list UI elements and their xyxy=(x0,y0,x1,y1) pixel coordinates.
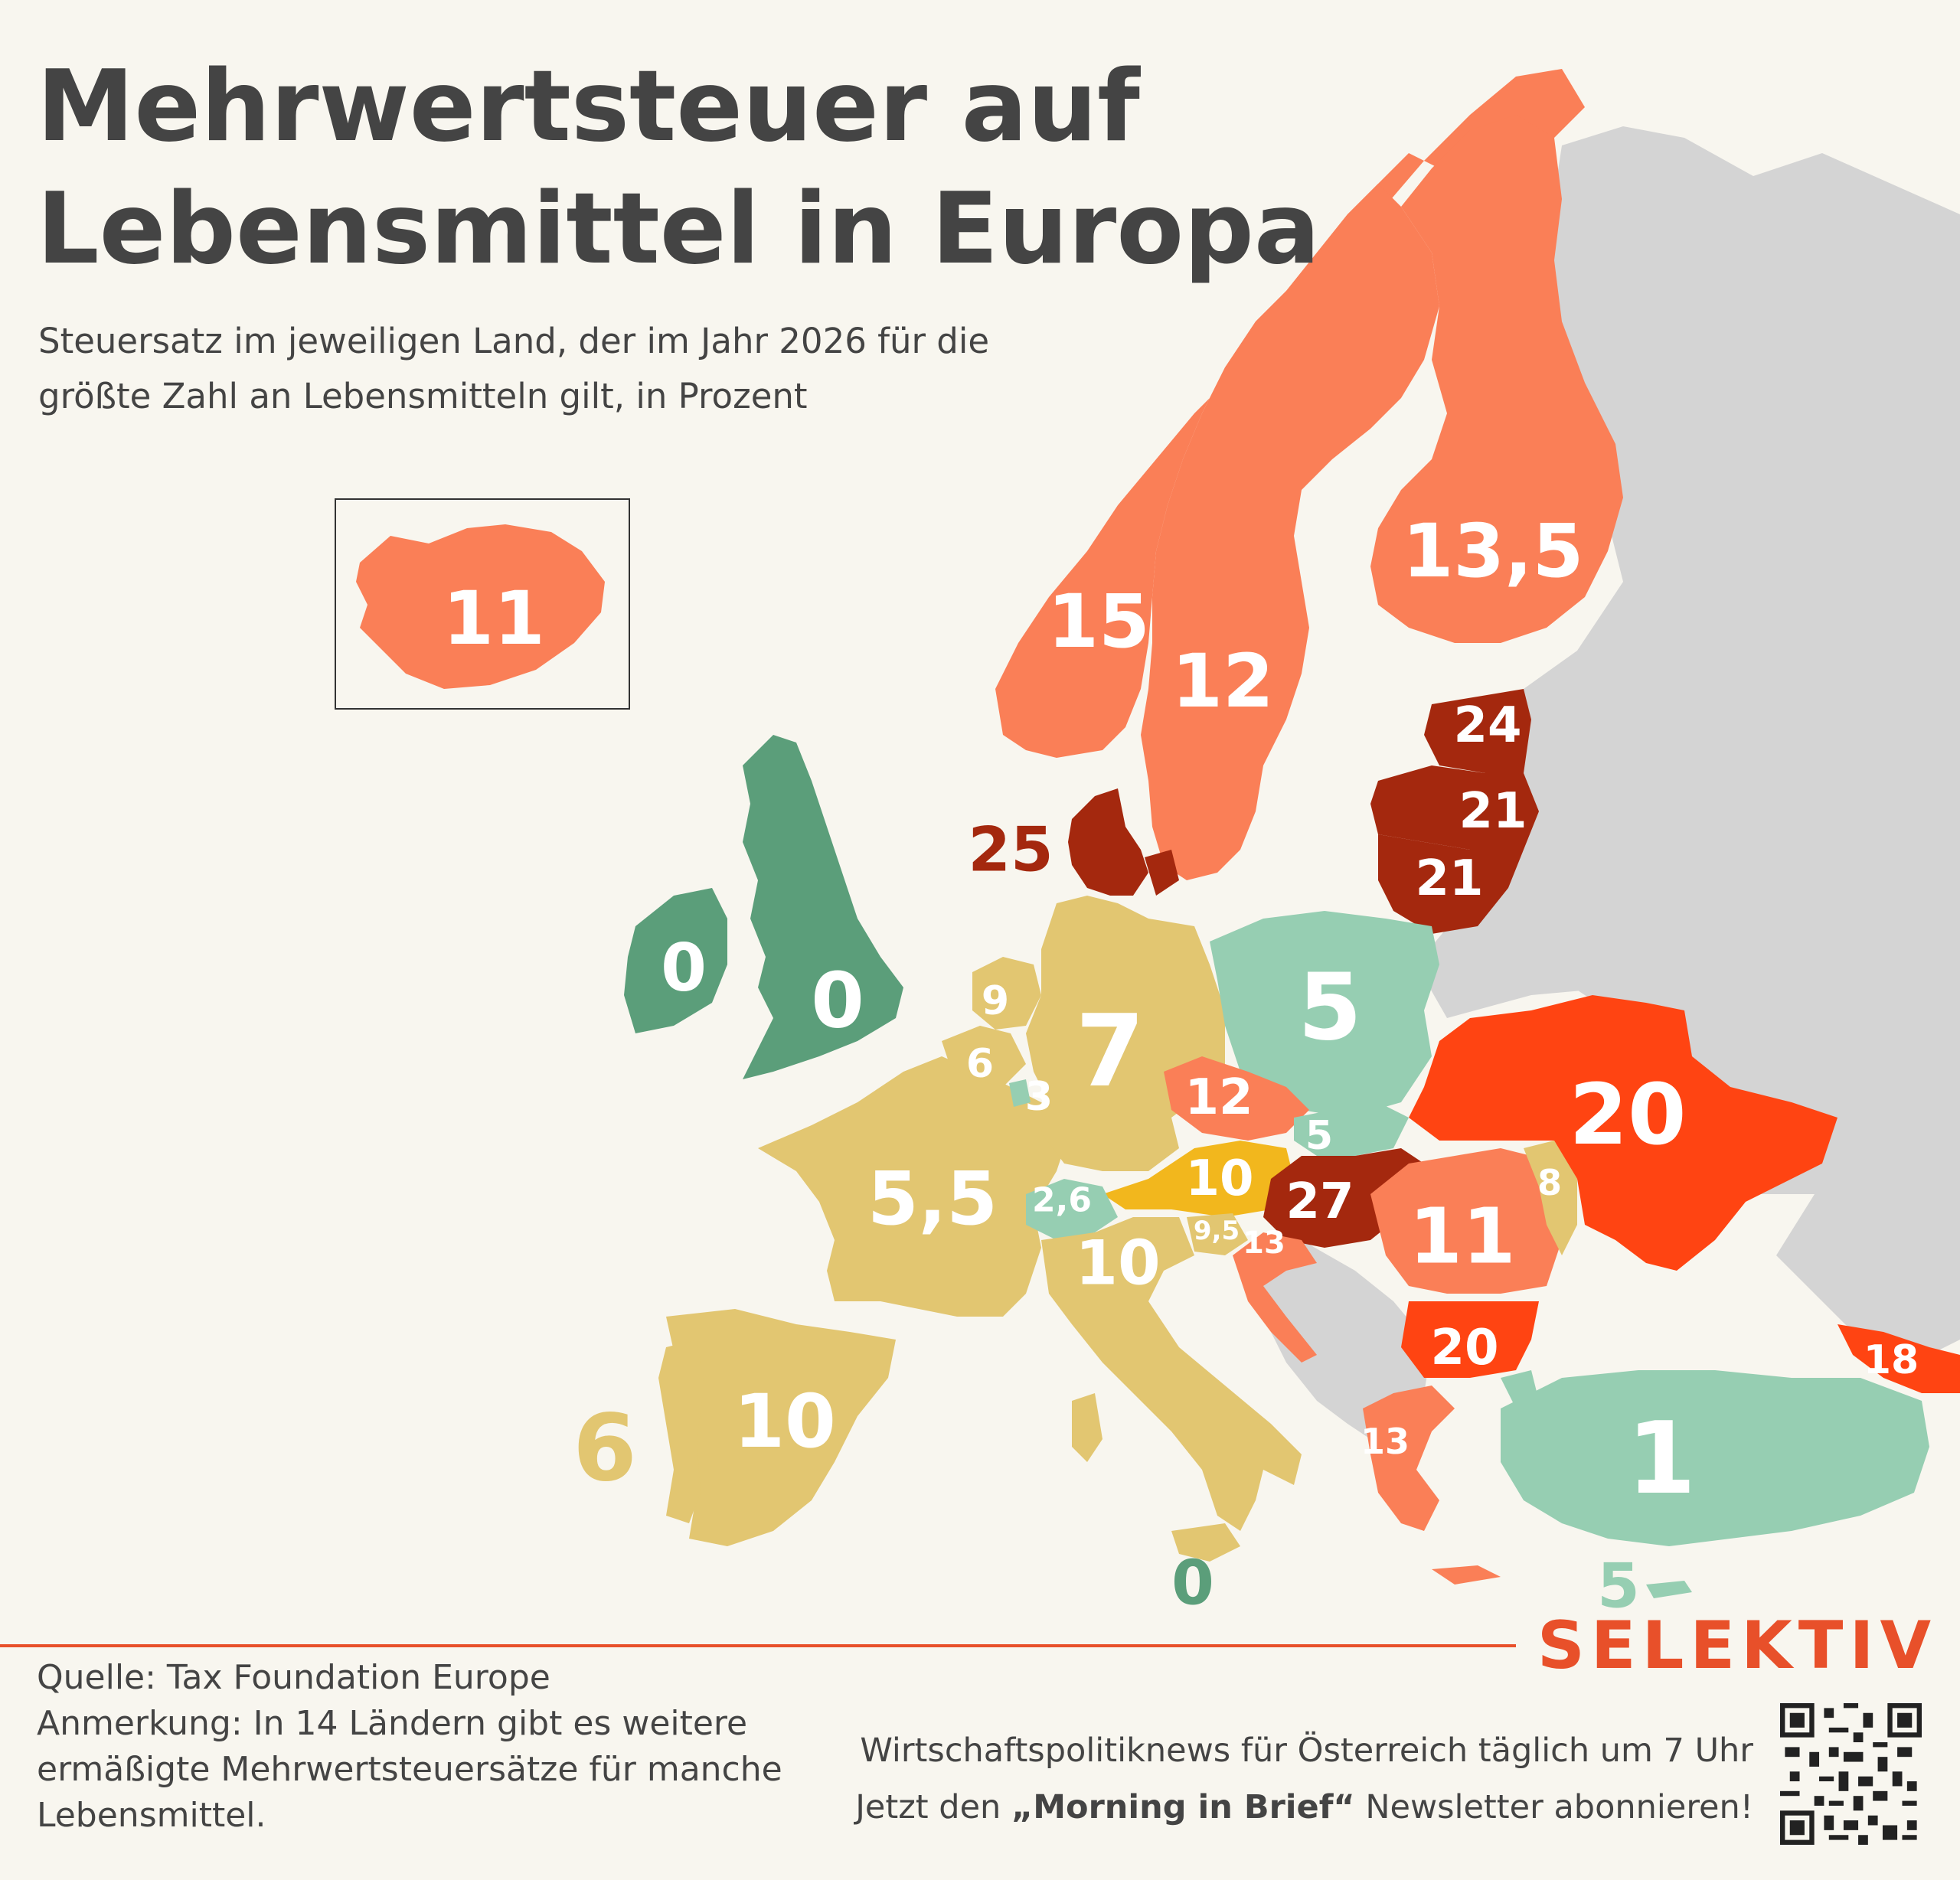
belgium-shape xyxy=(942,1026,1026,1087)
rate-label-lithuania: 21 xyxy=(1415,850,1483,907)
source-line: Quelle: Tax Foundation Europe xyxy=(37,1658,550,1697)
rate-label-iceland: 11 xyxy=(443,576,545,661)
ireland-shape xyxy=(624,888,727,1033)
sicily-shape xyxy=(1171,1523,1240,1562)
rate-label-slovenia: 9,5 xyxy=(1194,1216,1240,1246)
subtitle: Steuersatz im jeweiligen Land, der im Ja… xyxy=(38,314,1187,424)
denmark-islands xyxy=(1145,850,1179,896)
rate-label-portugal: 6 xyxy=(573,1396,637,1503)
newsletter-promo[interactable]: Wirtschaftspolitiknews für Österreich tä… xyxy=(855,1722,1753,1836)
iceland-shape xyxy=(356,524,605,689)
rate-label-ireland: 0 xyxy=(661,930,707,1007)
italy-shape xyxy=(1041,1217,1302,1531)
subtitle-line-1: Steuersatz im jeweiligen Land, der im Ja… xyxy=(38,321,990,361)
spain-shape xyxy=(666,1309,896,1546)
portugal-shape xyxy=(658,1340,704,1523)
balkans-region xyxy=(1256,1240,1432,1439)
promo-pre: Jetzt den xyxy=(855,1788,1011,1826)
rate-label-norway: 15 xyxy=(1047,579,1150,664)
slovakia-shape xyxy=(1294,1102,1409,1156)
romania-shape xyxy=(1370,1148,1562,1294)
promo-post: Newsletter abonnieren! xyxy=(1354,1788,1753,1826)
rate-label-poland: 5 xyxy=(1298,955,1362,1062)
rate-label-denmark: 25 xyxy=(968,814,1053,886)
brand-logo: SELEKTIV xyxy=(1537,1607,1937,1684)
norway-shape xyxy=(995,69,1585,758)
promo-line-1: Wirtschaftspolitiknews für Österreich tä… xyxy=(860,1731,1753,1770)
rate-label-united-kingdom: 0 xyxy=(811,956,864,1046)
rate-label-hungary: 27 xyxy=(1285,1173,1354,1230)
qr-code-icon[interactable] xyxy=(1780,1703,1922,1845)
rate-label-germany: 7 xyxy=(1076,993,1145,1109)
rate-label-cyprus: 5 xyxy=(1597,1551,1640,1622)
poland-shape xyxy=(1210,911,1439,1118)
cyprus-shape xyxy=(1646,1581,1692,1598)
rate-label-bulgaria: 20 xyxy=(1430,1320,1498,1376)
austria-shape xyxy=(1102,1141,1294,1217)
luxembourg-shape xyxy=(1009,1079,1031,1107)
rate-label-luxembourg: 3 xyxy=(1025,1074,1053,1120)
rate-label-sweden: 12 xyxy=(1171,638,1274,724)
france-shape xyxy=(758,1056,1072,1317)
rate-label-romania: 11 xyxy=(1409,1192,1515,1281)
lithuania-shape xyxy=(1378,834,1524,934)
sardinia-shape xyxy=(1072,1393,1102,1462)
czechia-shape xyxy=(1164,1056,1309,1141)
promo-newsletter-name[interactable]: „Morning in Brief“ xyxy=(1011,1788,1355,1826)
turkey-shape xyxy=(1501,1370,1929,1546)
note-line-1: Anmerkung: In 14 Ländern gibt es weitere xyxy=(37,1704,748,1743)
rate-label-greece: 13 xyxy=(1361,1421,1410,1462)
rate-label-italy: 10 xyxy=(1075,1228,1160,1299)
moldova-shape xyxy=(1524,1141,1577,1255)
rate-label-latvia: 21 xyxy=(1459,783,1527,840)
crete-shape xyxy=(1432,1565,1501,1585)
footer-divider xyxy=(0,1644,1516,1647)
note-line-2: ermäßigte Mehrwertsteuersätze für manche xyxy=(37,1750,782,1789)
rate-label-malta: 0 xyxy=(1171,1548,1214,1619)
rate-label-slovakia: 5 xyxy=(1305,1113,1333,1159)
georgia-shape xyxy=(1838,1324,1960,1393)
denmark-shape xyxy=(1068,788,1148,896)
subtitle-line-2: größte Zahl an Lebensmitteln gilt, in Pr… xyxy=(38,376,808,416)
uk-shape xyxy=(743,735,903,1079)
finland-shape xyxy=(1370,115,1623,643)
title-line-2: Lebensmittel in Europa xyxy=(37,172,1321,286)
croatia-shape xyxy=(1233,1232,1317,1363)
rate-label-czechia: 12 xyxy=(1184,1069,1253,1126)
rate-label-spain: 10 xyxy=(733,1379,836,1464)
slovenia-shape xyxy=(1187,1213,1248,1255)
iceland-inset-frame xyxy=(335,498,630,710)
greece-shape xyxy=(1363,1386,1455,1531)
source-note: Quelle: Tax Foundation Europe Anmerkung:… xyxy=(37,1655,825,1839)
rate-label-georgia: 18 xyxy=(1864,1337,1919,1383)
rate-label-ukraine: 20 xyxy=(1569,1066,1686,1164)
rate-label-estonia: 24 xyxy=(1453,697,1521,754)
rate-label-moldova: 8 xyxy=(1537,1162,1562,1203)
rate-label-belgium: 6 xyxy=(966,1041,994,1087)
rate-label-france: 5,5 xyxy=(867,1156,998,1242)
page-title: Mehrwertsteuer auf Lebensmittel in Europ… xyxy=(37,46,1320,291)
promo-line-2[interactable]: Jetzt den „Morning in Brief“ Newsletter … xyxy=(855,1779,1753,1836)
rate-label-croatia: 13 xyxy=(1243,1226,1285,1261)
rate-label-netherlands: 9 xyxy=(982,978,1009,1024)
sweden-shape xyxy=(1141,184,1439,880)
netherlands-shape xyxy=(972,957,1041,1030)
estonia-shape xyxy=(1424,689,1531,773)
rate-label-switzerland: 2,6 xyxy=(1032,1181,1092,1220)
title-line-1: Mehrwertsteuer auf xyxy=(37,50,1140,164)
ukraine-shape xyxy=(1409,995,1838,1271)
rate-label-turkey: 1 xyxy=(1627,1400,1696,1516)
bulgaria-shape xyxy=(1401,1301,1539,1378)
rate-label-austria: 10 xyxy=(1185,1151,1253,1207)
east-thrace-shape xyxy=(1501,1370,1539,1408)
latvia-shape xyxy=(1370,765,1539,850)
rate-label-finland: 13,5 xyxy=(1403,508,1584,594)
switzerland-shape xyxy=(1026,1179,1118,1240)
note-line-3: Lebensmittel. xyxy=(37,1796,266,1835)
